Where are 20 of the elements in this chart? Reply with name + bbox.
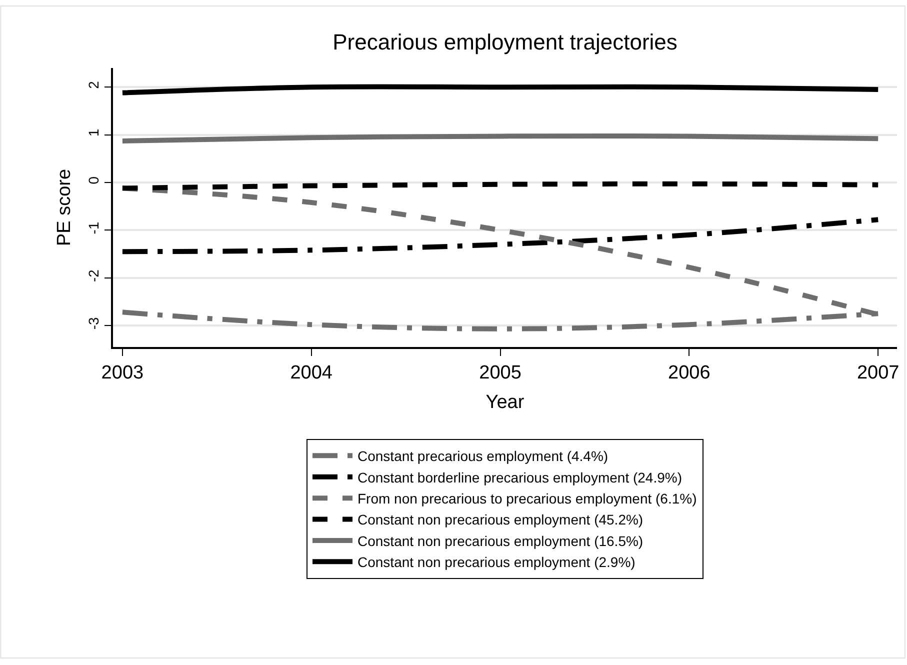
y-tick-label: 1: [86, 128, 102, 137]
legend-label: Constant precarious employment (4.4%): [358, 448, 608, 464]
legend-label: Constant non precarious employment (2.9%): [358, 554, 636, 570]
legend-label: Constant non precarious employment (16.5%): [358, 532, 644, 549]
y-tick-label: 0: [86, 176, 102, 184]
y-axis-title: PE score: [54, 168, 75, 246]
y-tick-label: -1: [86, 222, 102, 234]
x-tick-label: 2004: [290, 362, 333, 384]
x-tick-label: 2006: [668, 362, 710, 384]
chart-title: Precarious employment trajectories: [332, 30, 678, 55]
y-tick-label: 2: [86, 80, 102, 89]
legend-label: Constant borderline precarious employment (24.9%): [358, 469, 682, 486]
legend-label: Constant non precarious employment (45.2%): [358, 512, 644, 528]
x-tick-label: 2003: [101, 362, 144, 384]
x-tick-label: 2005: [479, 362, 522, 384]
x-tick-label: 2007: [856, 362, 900, 384]
x-axis-title: Year: [486, 392, 525, 413]
legend-label: From non precarious to precarious employment (6.1%): [358, 490, 697, 507]
y-tick-label: -2: [86, 269, 102, 282]
y-tick-label: -3: [86, 317, 102, 330]
